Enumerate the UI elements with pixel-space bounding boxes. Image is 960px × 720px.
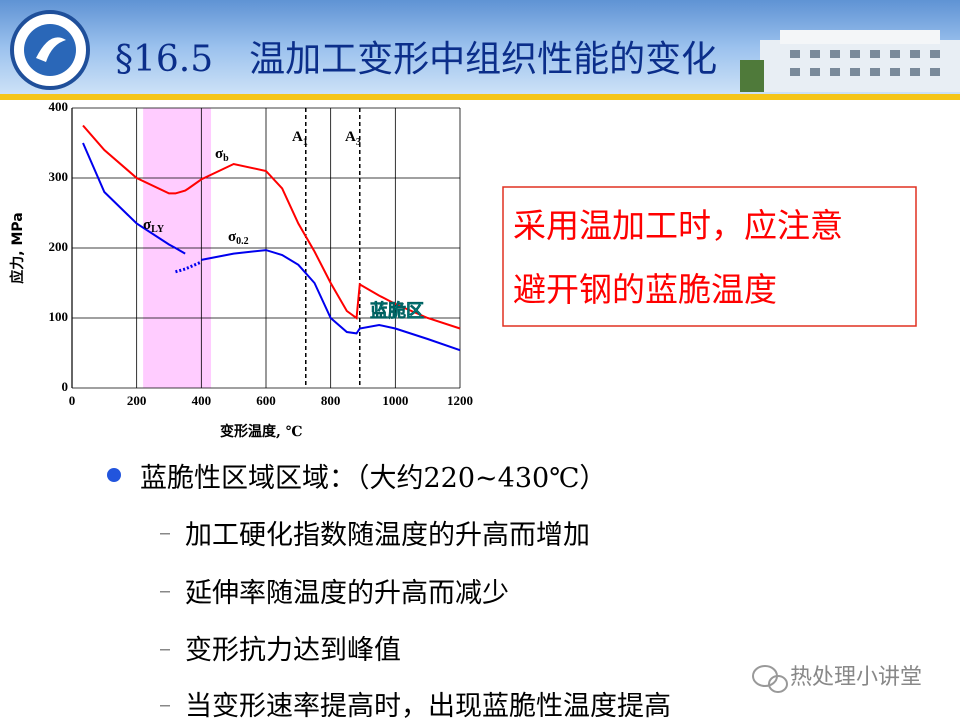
y-tick-label: 300	[49, 169, 69, 184]
bullet-main: 蓝脆性区域区域：（大约220~430℃）	[140, 463, 607, 494]
x-tick-label: 400	[192, 393, 212, 408]
annotation-sub: b	[223, 153, 229, 164]
sub-bullet-marks	[160, 533, 170, 707]
annotation: σb	[215, 146, 229, 164]
annotation-sub: LY	[151, 224, 165, 235]
series-line	[175, 260, 202, 274]
annotation-text: A	[345, 129, 356, 145]
chart-bg	[0, 100, 488, 445]
annotation: 蓝脆区	[370, 300, 424, 322]
bullet-item: 加工硬化指数随温度的升高而增加	[185, 520, 590, 551]
bullet-item: 延伸率随温度的升高而减少	[185, 578, 509, 609]
series-line	[82, 142, 186, 255]
annotation-text: σ	[143, 217, 152, 233]
callout-line: 采用温加工时，应注意	[513, 206, 843, 245]
watermark: 热处理小讲堂	[790, 665, 922, 690]
bullet-item: 当变形速率提高时，出现蓝脆性温度提高	[185, 691, 671, 720]
x-tick-label: 200	[127, 393, 147, 408]
slide-title: §16.5 温加工变形中组织性能的变化	[115, 39, 717, 80]
annotation: σ0.2	[228, 229, 249, 247]
y-tick-label: 100	[49, 309, 69, 324]
series-line	[82, 124, 461, 330]
callout-box	[502, 186, 917, 327]
annotation-text: σ	[215, 146, 224, 162]
logo	[10, 10, 90, 90]
annotation-text: σ	[228, 229, 237, 245]
y-tick-label: 400	[49, 99, 69, 114]
y-axis-label: 应力, MPa	[9, 212, 26, 283]
x-tick-label: 0	[69, 393, 76, 408]
series-line	[201, 249, 461, 352]
annotation-sub: 1	[303, 137, 308, 148]
bullet-dot	[107, 468, 121, 482]
x-tick-label: 800	[321, 393, 341, 408]
chart-annotations: σb σ0.2 σLY A1 A3 蓝脆区 变形温度, ℃ 应力, MPa	[9, 129, 424, 440]
annotation: σLY	[143, 217, 165, 235]
x-tick-label: 1200	[447, 393, 473, 408]
annotation: A1	[292, 129, 308, 148]
x-axis-label: 变形温度, ℃	[220, 423, 303, 440]
annotation-sub: 3	[356, 137, 361, 148]
building	[740, 30, 960, 92]
annotation-sub: 0.2	[236, 236, 249, 247]
callout-line: 避开钢的蓝脆温度	[513, 270, 777, 309]
annotation: A3	[345, 129, 361, 148]
header-rule	[0, 94, 960, 100]
watermark-icon	[752, 665, 788, 693]
chart: 0 200 400 600 800 1000 1200 0 100 200 300 400	[0, 99, 488, 445]
x-tick-label: 1000	[382, 393, 408, 408]
bullet-item: 变形抗力达到峰值	[185, 635, 401, 666]
x-tick-label: 600	[256, 393, 276, 408]
y-tick-label: 0	[62, 379, 69, 394]
y-tick-label: 200	[49, 239, 69, 254]
annotation-text: A	[292, 129, 303, 145]
